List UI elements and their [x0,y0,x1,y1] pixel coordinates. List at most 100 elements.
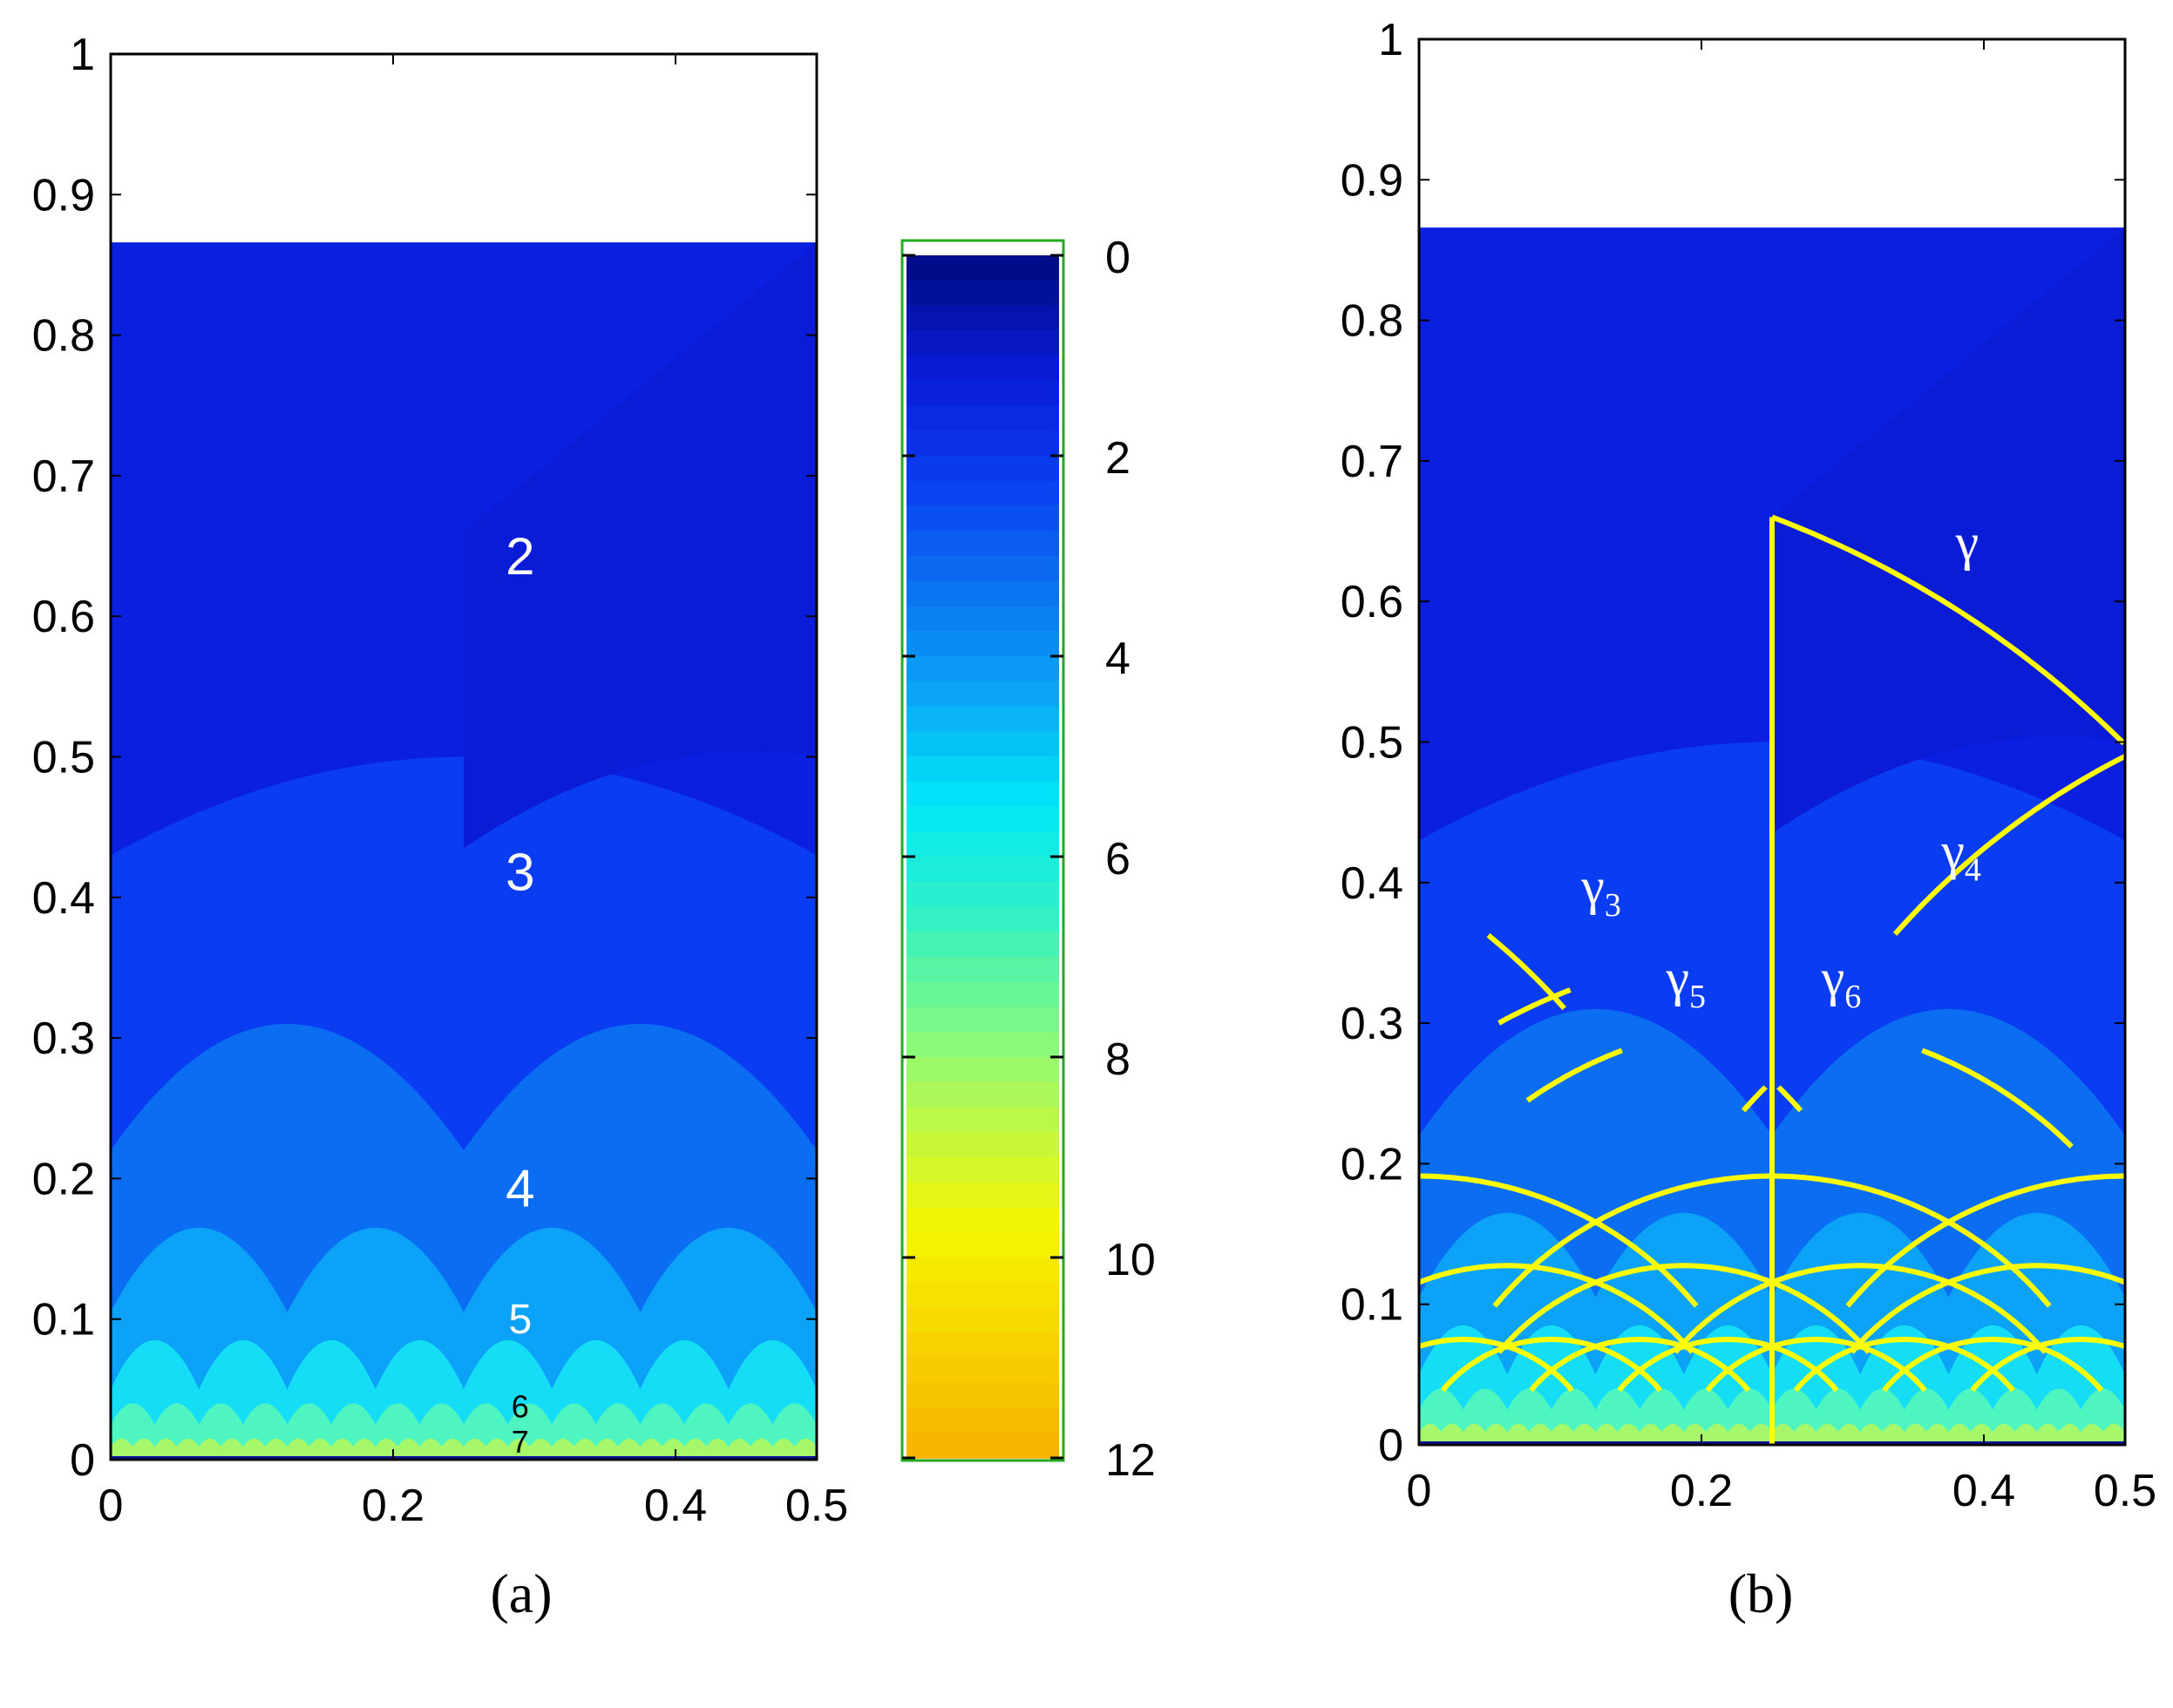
curve-gamma4 [1892,753,2125,936]
colorbar-tick-label: 0 [1105,233,1131,283]
colorbar-band [907,1282,1059,1309]
colorbar-band [907,1382,1059,1409]
y-tick-label: 0.3 [32,1013,95,1064]
caption-b: (b) [1728,1562,1794,1624]
colorbar-tick-label: 4 [1105,634,1131,684]
arc-family-3 [1793,1337,2015,1393]
colorbar-band [907,556,1059,582]
colorbar-band [907,531,1059,557]
colorbar-band [907,1207,1059,1234]
region-labels-a: 2 3 4 5 67 [506,527,534,1460]
y-tick-label: 0.7 [1341,437,1403,487]
colorbar-band [907,1307,1059,1334]
y-tick-label: 0.6 [32,592,95,642]
colorbar-band [907,781,1059,808]
axis-ticks-a: 0 0.2 0.4 0.5 0 0.1 0.2 0.3 0.4 0.5 0.6 0.7 0.8 0.9 1 [32,30,848,1531]
curve-label: γ5 [1666,949,1707,1015]
colorbar-band [907,1433,1059,1459]
arc-family-3 [1419,1337,1574,1393]
region-label: 3 [506,844,534,902]
curve-label: γ [1955,513,1979,571]
curve-label-sub: 4 [1965,852,1981,889]
x-tick-label: 0.5 [785,1481,848,1531]
colorbar-ticks: 0 2 4 6 8 10 12 [902,233,1156,1486]
colorbar-band [907,356,1059,382]
region-band-7 [111,1403,817,1460]
colorbar-band [907,606,1059,633]
colorbar-band [907,405,1059,432]
colorbar-tick-label: 12 [1105,1435,1156,1486]
colorbar-band [907,806,1059,833]
y-tick-label: 0 [70,1435,95,1486]
colorbar-band [907,1107,1059,1134]
colorbar-band [907,631,1059,657]
y-tick-label: 0.1 [1341,1280,1403,1331]
colorbar-band [907,1182,1059,1209]
arc-family-2 [1497,1263,1871,1354]
region-label: 6 [512,1389,529,1425]
colorbar-band [907,1057,1059,1083]
panel-a: 0 0.2 0.4 0.500.10.20.30.40.50.60.70.80.91 … [32,30,848,1624]
colorbar-frame [900,239,1065,1462]
colorbar-band [907,656,1059,682]
heatmap-a [111,242,817,1460]
colorbar-tick-label: 10 [1105,1235,1156,1285]
arc-family-3 [1529,1337,1751,1393]
region-label: 4 [506,1160,534,1218]
x-tick-label: 0.2 [362,1481,424,1531]
y-tick-label: 0.7 [32,451,95,502]
y-tick-label: 0.8 [1341,296,1403,347]
curve-label-sub: 6 [1844,979,1861,1015]
colorbar-band [907,756,1059,783]
colorbar-band [907,1157,1059,1183]
curve-upper-left [1497,987,1572,1026]
y-tick-label: 1 [1378,15,1403,65]
colorbar-band [907,305,1059,332]
y-tick-label: 0.8 [32,311,95,362]
colorbar-band [907,330,1059,356]
colorbar-band [907,906,1059,933]
colorbar-band [907,857,1059,883]
x-tick-label: 0.2 [1670,1466,1733,1516]
colorbar-band [907,1032,1059,1058]
colorbar-band [907,831,1059,857]
dark-wedge [1772,227,2125,834]
curve-left-top [1525,1047,1623,1103]
colorbar-band [907,981,1059,1008]
x-tick-label: 0 [98,1481,124,1531]
colorbar-band [907,1257,1059,1284]
arc-family-3 [1970,1337,2125,1393]
y-tick-label: 0.1 [32,1295,95,1345]
colorbar-band [907,280,1059,307]
curve-label: γ3 [1580,857,1621,924]
colorbar-band [907,932,1059,958]
colorbar-band [907,505,1059,532]
panel-b: 0 0.2 0.4 0.500.10.20.30.40.50.60.70.80.91 … [1341,15,2156,1624]
colorbar-band [907,380,1059,407]
y-tick-label: 0.2 [32,1154,95,1204]
yellow-curves [1419,514,2125,1445]
colorbar-band [907,430,1059,457]
curve-gamma6 [1776,1085,1803,1113]
arc-family-3 [1440,1337,1662,1393]
colorbar-tick-label: 6 [1105,834,1131,884]
y-tick-label: 0 [1378,1420,1403,1471]
dark-wedge [464,242,817,849]
colorbar-band [907,881,1059,908]
y-tick-label: 0.4 [32,873,95,924]
x-tick-label: 0 [1407,1466,1432,1516]
y-tick-label: 0.6 [1341,577,1403,627]
arc-family-3 [1617,1337,1839,1393]
colorbar-band [907,1232,1059,1258]
region-label: 7 [512,1424,529,1460]
arc-family-1 [1419,1173,1699,1308]
colorbar-band [907,456,1059,482]
y-tick-label: 0.9 [1341,155,1403,206]
y-tick-label: 0.3 [1341,999,1403,1049]
arc-family-3 [1882,1337,2104,1393]
colorbar-band [907,1332,1059,1359]
caption-a: (a) [490,1562,552,1624]
colorbar-tick-label: 2 [1105,433,1131,484]
